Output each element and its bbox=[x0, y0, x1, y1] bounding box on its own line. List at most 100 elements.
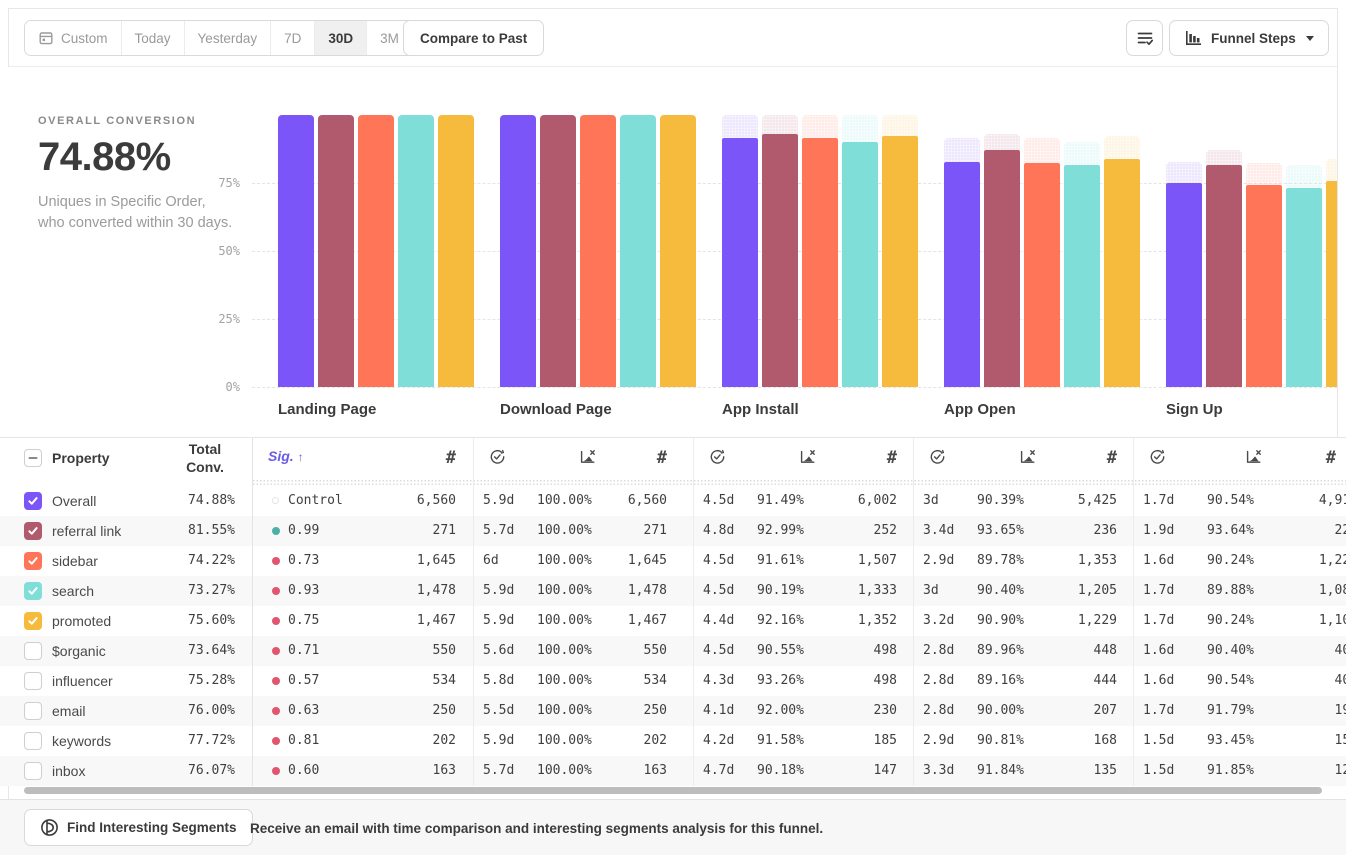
bar-promoted-5[interactable] bbox=[1326, 181, 1337, 387]
time-to-convert: 4.8d bbox=[703, 523, 735, 538]
table-row-influencer: influencer 75.28% 0.57 534 5.8d 100.00% 534 4.3… bbox=[0, 666, 1346, 696]
clock-check-icon[interactable] bbox=[929, 448, 946, 465]
count-column-header[interactable]: # bbox=[445, 448, 456, 468]
horizontal-scrollbar[interactable] bbox=[24, 787, 1322, 794]
row-checkbox-promoted[interactable] bbox=[24, 612, 42, 630]
range-yesterday-button[interactable]: Yesterday bbox=[183, 21, 271, 55]
conversion-rate: 91.84% bbox=[977, 763, 1024, 778]
count-column-header[interactable]: # bbox=[656, 448, 667, 468]
funnel-steps-dropdown[interactable]: Funnel Steps bbox=[1169, 20, 1329, 56]
count-column-header[interactable]: # bbox=[1325, 448, 1336, 468]
bar-referral-link-3[interactable] bbox=[762, 134, 798, 387]
step-label-download-page: Download Page bbox=[500, 401, 612, 418]
bar-Overall-5[interactable] bbox=[1166, 183, 1202, 387]
bar-Overall-3[interactable] bbox=[722, 138, 758, 387]
segments-icon bbox=[40, 818, 59, 837]
bar-sidebar-3[interactable] bbox=[802, 137, 838, 387]
table-row-email: email 76.00% 0.63 250 5.5d 100.00% 250 4.1d 92.0… bbox=[0, 696, 1346, 726]
sig-column-header[interactable]: Sig. ↑ bbox=[268, 448, 304, 464]
significance-value: 0.60 bbox=[288, 763, 320, 778]
conversion-rate: 91.79% bbox=[1207, 703, 1254, 718]
count-column-header[interactable]: # bbox=[1106, 448, 1117, 468]
column-section-border bbox=[1133, 438, 1134, 786]
row-checkbox-keywords[interactable] bbox=[24, 732, 42, 750]
significance-value: 0.71 bbox=[288, 643, 320, 658]
row-checkbox-organic[interactable] bbox=[24, 642, 42, 660]
step-label-landing-page: Landing Page bbox=[278, 401, 377, 418]
overall-conversion-description: Uniques in Specific Order, who converted… bbox=[38, 194, 233, 231]
chart-dropoff-icon[interactable] bbox=[579, 448, 597, 465]
step-count: 230 bbox=[873, 703, 897, 718]
range-label: 7D bbox=[284, 30, 302, 46]
bar-referral-link-2[interactable] bbox=[540, 115, 576, 387]
time-to-convert: 2.8d bbox=[923, 703, 955, 718]
funnel-steps-label: Funnel Steps bbox=[1211, 30, 1296, 46]
bar-promoted-3[interactable] bbox=[882, 136, 918, 387]
row-checkbox-Overall[interactable] bbox=[24, 492, 42, 510]
bar-search-3[interactable] bbox=[842, 141, 878, 387]
step-count: 1,221 bbox=[1318, 553, 1346, 568]
significance-value: 0.99 bbox=[288, 523, 320, 538]
footer-bar: Find Interesting Segments Receive an ema… bbox=[0, 799, 1346, 855]
range-30d-button[interactable]: 30D bbox=[314, 21, 367, 55]
bar-sidebar-4[interactable] bbox=[1024, 163, 1060, 387]
total-conversion-value: 77.72% bbox=[188, 733, 235, 748]
step-count: 1,467 bbox=[416, 613, 456, 628]
header-separator-hatch bbox=[252, 479, 1346, 486]
property-label: influencer bbox=[52, 673, 113, 689]
bar-sidebar-1[interactable] bbox=[358, 115, 394, 387]
step-label-app-install: App Install bbox=[722, 401, 799, 418]
step-count: 1,478 bbox=[416, 583, 456, 598]
bar-promoted-2[interactable] bbox=[660, 115, 696, 387]
count-column-header[interactable]: # bbox=[886, 448, 897, 468]
select-all-checkbox[interactable] bbox=[24, 449, 42, 467]
bar-referral-link-1[interactable] bbox=[318, 115, 354, 387]
step-count: 252 bbox=[873, 523, 897, 538]
row-checkbox-email[interactable] bbox=[24, 702, 42, 720]
bar-search-1[interactable] bbox=[398, 115, 434, 387]
bar-sidebar-5[interactable] bbox=[1246, 185, 1282, 387]
find-interesting-segments-button[interactable]: Find Interesting Segments bbox=[24, 809, 253, 846]
bar-search-4[interactable] bbox=[1064, 165, 1100, 387]
chart-options-button[interactable] bbox=[1126, 20, 1163, 56]
clock-check-icon[interactable] bbox=[709, 448, 726, 465]
bar-Overall-1[interactable] bbox=[278, 115, 314, 387]
list-check-icon bbox=[1136, 29, 1154, 47]
bar-promoted-1[interactable] bbox=[438, 115, 474, 387]
row-checkbox-sidebar[interactable] bbox=[24, 552, 42, 570]
step-count: 157 bbox=[1334, 733, 1346, 748]
step-count: 163 bbox=[432, 763, 456, 778]
time-to-convert: 4.5d bbox=[703, 493, 735, 508]
bar-referral-link-5[interactable] bbox=[1206, 165, 1242, 387]
bar-Overall-4[interactable] bbox=[944, 162, 980, 387]
time-to-convert: 4.5d bbox=[703, 643, 735, 658]
step-count: 202 bbox=[432, 733, 456, 748]
time-to-convert: 1.5d bbox=[1143, 733, 1175, 748]
row-checkbox-search[interactable] bbox=[24, 582, 42, 600]
clock-check-icon[interactable] bbox=[1149, 448, 1166, 465]
bar-promoted-4[interactable] bbox=[1104, 159, 1140, 387]
row-checkbox-referral-link[interactable] bbox=[24, 522, 42, 540]
range-today-button[interactable]: Today bbox=[120, 21, 184, 55]
row-checkbox-influencer[interactable] bbox=[24, 672, 42, 690]
total-conversion-value: 76.00% bbox=[188, 703, 235, 718]
chart-dropoff-icon[interactable] bbox=[1245, 448, 1263, 465]
chart-dropoff-icon[interactable] bbox=[1019, 448, 1037, 465]
bar-referral-link-4[interactable] bbox=[984, 150, 1020, 387]
range-custom-button[interactable]: Custom bbox=[25, 21, 121, 55]
clock-check-icon[interactable] bbox=[489, 448, 506, 465]
bar-sidebar-2[interactable] bbox=[580, 115, 616, 387]
conversion-rate: 91.61% bbox=[757, 553, 804, 568]
step-count: 6,560 bbox=[416, 493, 456, 508]
time-to-convert: 2.9d bbox=[923, 553, 955, 568]
row-checkbox-inbox[interactable] bbox=[24, 762, 42, 780]
chart-dropoff-icon[interactable] bbox=[799, 448, 817, 465]
bar-Overall-2[interactable] bbox=[500, 115, 536, 387]
compare-to-past-button[interactable]: Compare to Past bbox=[403, 20, 545, 56]
significance-dot bbox=[272, 737, 280, 745]
step-count: 168 bbox=[1093, 733, 1117, 748]
significance-value: 0.81 bbox=[288, 733, 320, 748]
bar-search-5[interactable] bbox=[1286, 187, 1322, 387]
bar-search-2[interactable] bbox=[620, 115, 656, 387]
range-7d-button[interactable]: 7D bbox=[270, 21, 315, 55]
